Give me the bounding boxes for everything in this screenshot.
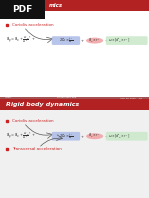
Text: $+$: $+$ <box>80 37 85 44</box>
Text: $+$: $+$ <box>104 37 108 44</box>
Text: $+$: $+$ <box>104 133 108 140</box>
Text: $2\vec{\omega}\times\frac{\dot{r}^*}{\omega}$: $2\vec{\omega}\times\frac{\dot{r}^*}{\om… <box>59 36 73 45</box>
Text: April 10, 2013    1/1: April 10, 2013 1/1 <box>120 97 142 99</box>
FancyBboxPatch shape <box>106 132 148 141</box>
Text: mics: mics <box>49 3 63 8</box>
Text: Rigid body dynamics: Rigid body dynamics <box>6 102 79 107</box>
Text: Transversal acceleration: Transversal acceleration <box>12 148 62 151</box>
Text: $\vec{a}_o\times r^*$: $\vec{a}_o\times r^*$ <box>88 132 101 140</box>
FancyBboxPatch shape <box>0 99 149 198</box>
FancyBboxPatch shape <box>0 99 149 110</box>
Text: Author: Author <box>5 97 13 98</box>
Text: Coriolis acceleration: Coriolis acceleration <box>12 23 53 27</box>
Ellipse shape <box>86 133 103 139</box>
Ellipse shape <box>86 38 103 44</box>
Text: $\vec{a}_o\times r^*$: $\vec{a}_o\times r^*$ <box>88 37 101 45</box>
FancyBboxPatch shape <box>0 0 45 19</box>
FancyBboxPatch shape <box>45 0 149 11</box>
Text: $\omega\times[\vec{a}_o\times r^*]$: $\omega\times[\vec{a}_o\times r^*]$ <box>108 37 131 45</box>
FancyBboxPatch shape <box>52 132 80 141</box>
Text: $\omega\times[\vec{a}_o\times r^*]$: $\omega\times[\vec{a}_o\times r^*]$ <box>108 132 131 140</box>
Text: PDF: PDF <box>12 5 32 14</box>
Text: $\vec{a}_p = \vec{a}_o + \frac{\dot{\omega}}{\omega^2}r^* +$: $\vec{a}_p = \vec{a}_o + \frac{\dot{\ome… <box>6 35 36 46</box>
Text: Coriolis acceleration: Coriolis acceleration <box>12 119 53 123</box>
FancyBboxPatch shape <box>52 36 80 45</box>
Text: $2\vec{\omega}\times\frac{\dot{r}^*}{\omega}$: $2\vec{\omega}\times\frac{\dot{r}^*}{\om… <box>59 132 73 141</box>
FancyBboxPatch shape <box>0 97 149 99</box>
FancyBboxPatch shape <box>0 0 149 97</box>
FancyBboxPatch shape <box>106 36 148 45</box>
Text: Presentation title: Presentation title <box>58 97 77 98</box>
Text: $+$: $+$ <box>80 133 85 140</box>
Text: $\vec{a}_p = \vec{a}_o + \frac{\dot{\omega}}{\omega^2}r^* +$: $\vec{a}_p = \vec{a}_o + \frac{\dot{\ome… <box>6 131 36 142</box>
